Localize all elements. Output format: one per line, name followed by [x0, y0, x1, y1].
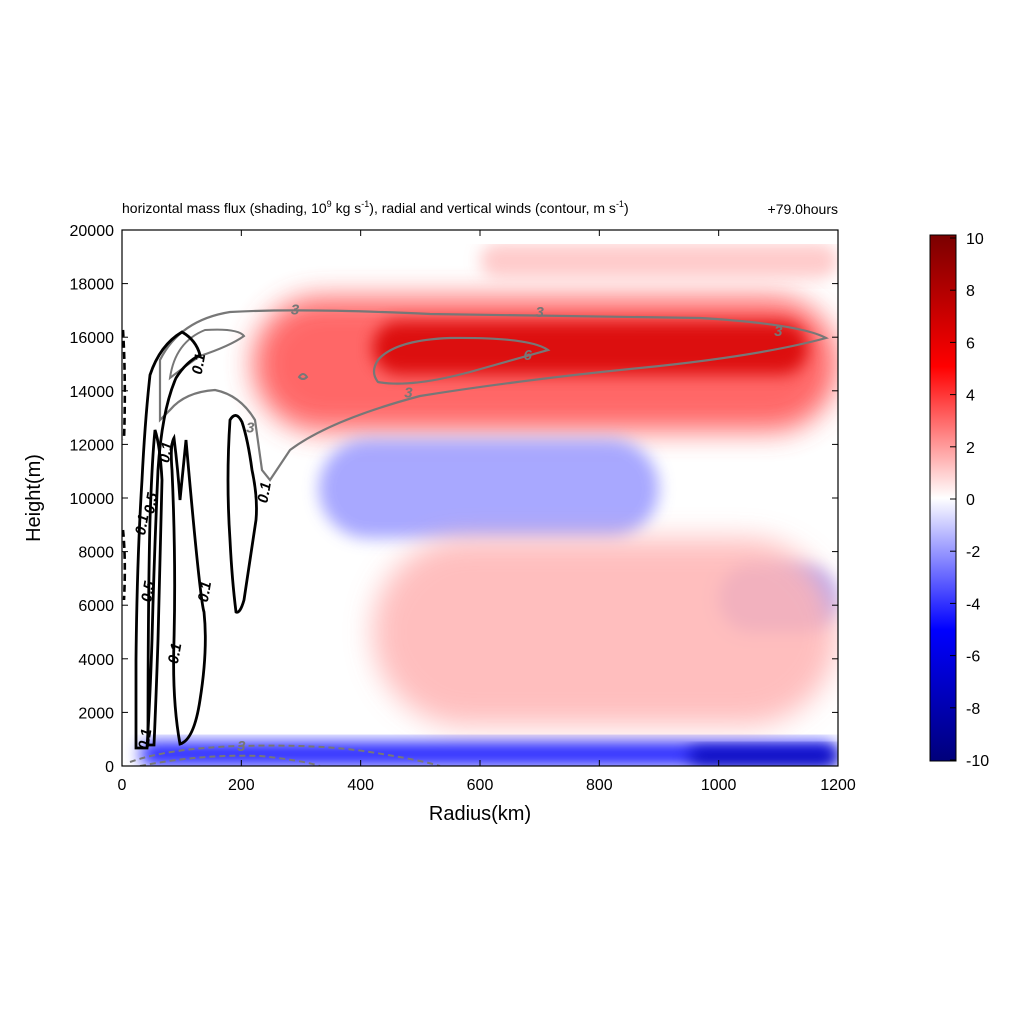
y-tick-label: 14000 — [70, 384, 115, 401]
shading-region-upper-weak — [480, 244, 838, 279]
colorbar-tick-label: -2 — [966, 544, 980, 561]
x-tick-label: 0 — [118, 777, 127, 794]
x-tick-label: 800 — [586, 777, 613, 794]
y-tick-label: 18000 — [70, 277, 115, 294]
y-axis: 0 2000 4000 6000 8000 10000 12000 14000 16000 180… — [70, 223, 838, 776]
contour-label: 0.1 — [189, 352, 209, 375]
vertical-wind-contour-left-dashed-2 — [122, 529, 127, 601]
contour-label: 0.1 — [254, 481, 274, 504]
contour-label: 0.5 — [138, 579, 158, 603]
contour-label: 0.1 — [165, 642, 185, 665]
shading-layer — [139, 244, 838, 766]
y-tick-label: 0 — [105, 759, 114, 776]
y-tick-label: 10000 — [70, 491, 115, 508]
shading-region-outflow-core — [372, 321, 809, 375]
y-tick-label: 8000 — [78, 545, 114, 562]
colorbar-tick-label: -6 — [966, 649, 980, 666]
contour-label: 0.5 — [141, 491, 161, 515]
y-tick-label: 16000 — [70, 330, 115, 347]
vertical-wind-contour-mid — [169, 433, 207, 746]
x-tick-label: 1200 — [820, 777, 856, 794]
radial-wind-contour-dot — [297, 373, 309, 380]
x-tick-label: 200 — [228, 777, 255, 794]
x-tick-label: 400 — [347, 777, 374, 794]
time-label: +79.0hours — [768, 201, 838, 217]
colorbar-tick-label: -4 — [966, 596, 980, 613]
colorbar-tick-label: -8 — [966, 701, 980, 718]
vertical-wind-contour-inner — [146, 429, 164, 747]
y-tick-label: 20000 — [70, 223, 115, 240]
y-tick-label: 2000 — [78, 705, 114, 722]
vertical-wind-contour-right — [226, 414, 258, 614]
y-axis-title: Height(m) — [23, 454, 45, 542]
colorbar-tick-label: 2 — [966, 440, 975, 457]
contour-label: 6 — [524, 347, 533, 364]
radial-wind-contour-inflow — [129, 744, 441, 766]
contour-label: 3 — [535, 304, 544, 321]
contour-label: 3 — [246, 419, 255, 436]
x-tick-label: 600 — [467, 777, 494, 794]
contour-label: 0.1 — [132, 513, 152, 536]
shading-region-mid-positive — [372, 538, 838, 726]
y-tick-label: 6000 — [78, 598, 114, 615]
radial-wind-contour-6 — [372, 336, 551, 385]
shading-region-mid-negative — [318, 439, 659, 539]
contour-label: 3 — [774, 323, 783, 340]
colorbar — [929, 234, 957, 762]
colorbar-tick-label: 4 — [966, 388, 975, 405]
colorbar-tick-label: 8 — [966, 283, 975, 300]
colorbar-ticks: 10 8 6 4 2 0 -2 -4 -6 -8 -10 — [950, 231, 989, 770]
vertical-wind-contour-outer — [134, 330, 202, 750]
x-tick-label: 1000 — [701, 777, 737, 794]
contour-label: 0.1 — [135, 727, 155, 750]
y-tick-label: 4000 — [78, 652, 114, 669]
y-tick-label: 12000 — [70, 437, 115, 454]
contour-label: 0.1 — [195, 580, 215, 603]
radial-wind-contour-3 — [158, 309, 829, 482]
shading-region-inflow — [139, 741, 838, 766]
contour-label: 3 — [237, 738, 246, 755]
chart-title: horizontal mass flux (shading, 109 kg s-… — [122, 199, 629, 216]
x-axis-title: Radius(km) — [429, 803, 531, 825]
contour-label: 0.1 — [156, 441, 176, 464]
contour-layer — [122, 309, 829, 766]
contour-label: 3 — [291, 301, 300, 318]
colorbar-tick-label: 0 — [966, 492, 975, 509]
shading-region-inflow-core — [688, 747, 838, 766]
colorbar-tick-label: 6 — [966, 335, 975, 352]
x-axis: 0 200 400 600 800 1000 1200 — [118, 230, 856, 794]
colorbar-tick-label: -10 — [966, 753, 989, 770]
radial-wind-contour-inflow-2 — [139, 754, 321, 766]
contour-label: 3 — [404, 384, 413, 401]
colorbar-tick-label: 10 — [966, 231, 984, 248]
